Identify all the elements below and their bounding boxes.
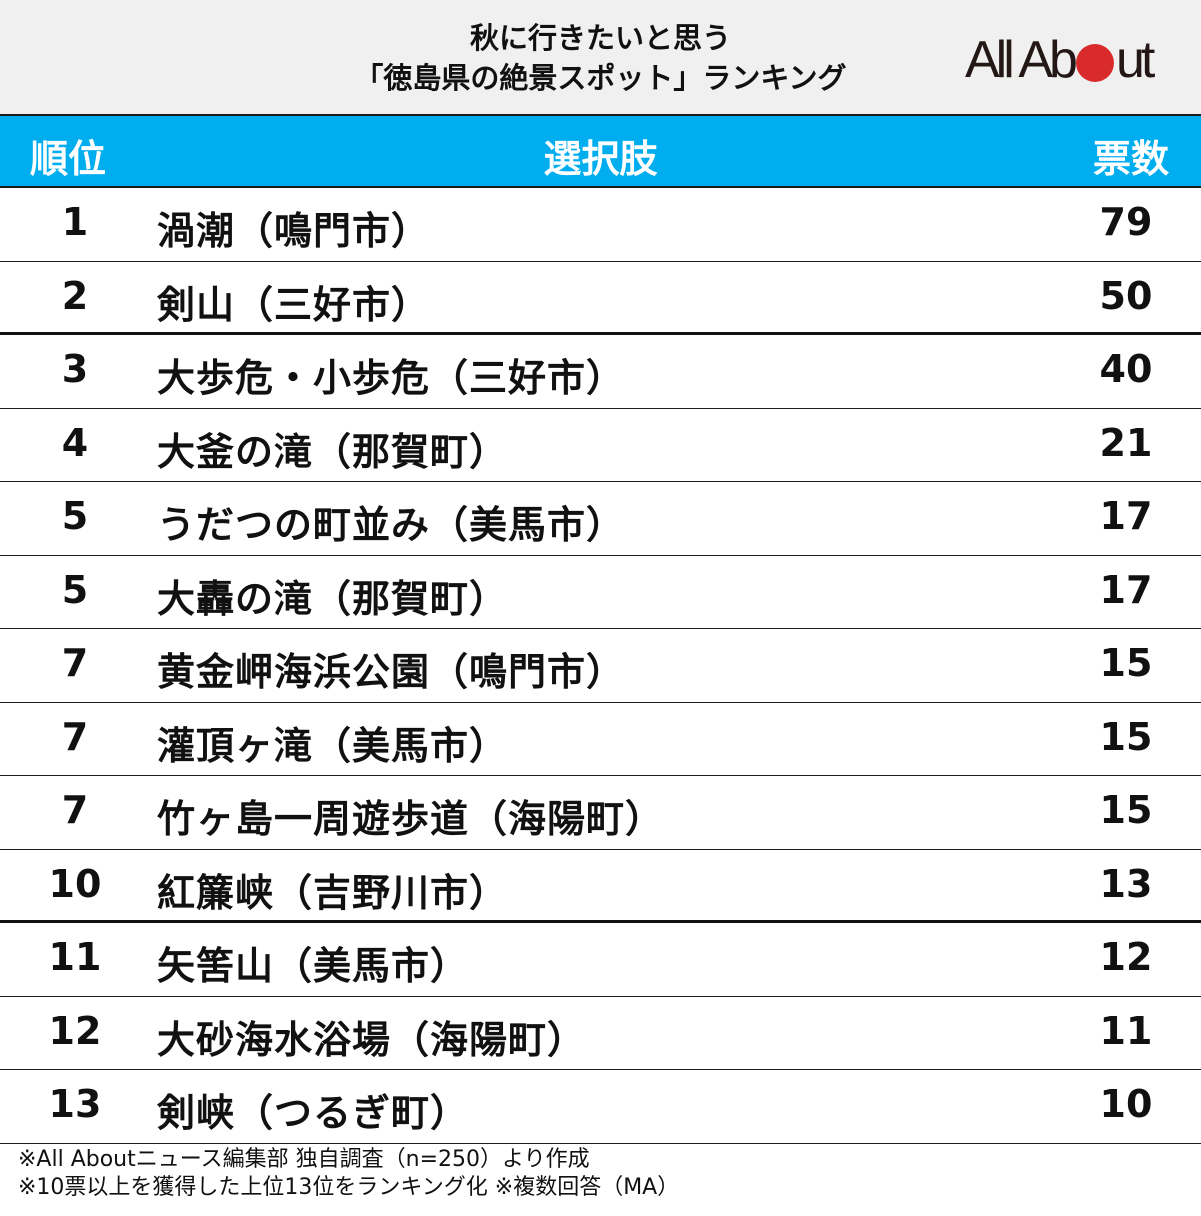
rank-cell: 5 xyxy=(61,567,89,612)
table-row: 7 灌頂ヶ滝（美馬市） 15 xyxy=(0,703,1201,776)
rank-cell: 5 xyxy=(61,494,89,538)
ranking-table-body: 1 渦潮（鳴門市） 79 2 剣山（三好市） 50 3 大歩危・小歩危（三好市）… xyxy=(0,188,1201,1144)
table-row: 3 大歩危・小歩危（三好市） 40 xyxy=(0,335,1201,409)
column-header-votes: 票数 xyxy=(1092,137,1169,181)
footnote-method: ※10票以上を獲得した上位13位をランキング化 ※複数回答（MA） xyxy=(18,1175,680,1200)
choice-cell: 大砂海水浴場（海陽町） xyxy=(157,1017,587,1062)
choice-cell: 黄金岬海浜公園（鳴門市） xyxy=(157,650,626,694)
votes-cell: 21 xyxy=(1099,420,1153,465)
title-line-1: 秋に行きたいと思う xyxy=(469,21,731,55)
rank-cell: 7 xyxy=(61,788,89,832)
table-row: 12 大砂海水浴場（海陽町） 11 xyxy=(0,997,1201,1070)
table-row: 13 剣峡（つるぎ町） 10 xyxy=(0,1070,1201,1144)
votes-cell: 11 xyxy=(1099,1008,1153,1053)
rank-cell: 13 xyxy=(48,1082,102,1126)
votes-cell: 15 xyxy=(1099,641,1153,685)
choice-cell: 大釜の滝（那賀町） xyxy=(157,429,509,474)
column-header-choice: 選択肢 xyxy=(543,137,658,181)
rank-cell: 11 xyxy=(48,935,102,979)
rank-cell: 2 xyxy=(61,273,89,318)
footnote-source: ※All Aboutニュース編集部 独自調査（n=250）より作成 xyxy=(18,1147,590,1172)
rank-cell: 10 xyxy=(48,861,102,906)
choice-cell: 剣山（三好市） xyxy=(157,282,431,327)
choice-cell: 矢筈山（美馬市） xyxy=(157,944,470,988)
rank-cell: 12 xyxy=(48,1008,102,1053)
table-row: 10 紅簾峡（吉野川市） 13 xyxy=(0,850,1201,923)
choice-cell: 渦潮（鳴門市） xyxy=(157,209,431,253)
choice-cell: 紅簾峡（吉野川市） xyxy=(157,870,509,915)
votes-cell: 15 xyxy=(1099,714,1153,759)
title-banner: 秋に行きたいと思う 「徳島県の絶景スポット」ランキング All Ab ut xyxy=(0,0,1201,114)
table-header: 順位 選択肢 票数 xyxy=(0,114,1201,188)
table-row: 7 竹ヶ島一周遊歩道（海陽町） 15 xyxy=(0,776,1201,850)
table-row: 4 大釜の滝（那賀町） 21 xyxy=(0,409,1201,482)
table-row: 7 黄金岬海浜公園（鳴門市） 15 xyxy=(0,629,1201,703)
choice-cell: 剣峡（つるぎ町） xyxy=(157,1091,470,1135)
footnotes: ※All Aboutニュース編集部 独自調査（n=250）より作成 ※10票以上… xyxy=(18,1146,679,1202)
rank-cell: 7 xyxy=(61,714,89,759)
rank-cell: 7 xyxy=(61,641,89,685)
allabout-logo: All Ab ut xyxy=(965,30,1185,86)
table-row: 5 うだつの町並み（美馬市） 17 xyxy=(0,482,1201,556)
votes-cell: 17 xyxy=(1099,494,1153,538)
table-row: 11 矢筈山（美馬市） 12 xyxy=(0,923,1201,997)
logo-red-dot-icon xyxy=(1075,44,1114,82)
choice-cell: うだつの町並み（美馬市） xyxy=(157,503,626,547)
table-row: 5 大轟の滝（那賀町） 17 xyxy=(0,556,1201,629)
votes-cell: 12 xyxy=(1099,935,1153,979)
votes-cell: 50 xyxy=(1099,273,1153,318)
votes-cell: 10 xyxy=(1099,1082,1153,1126)
rank-cell: 3 xyxy=(61,347,89,391)
table-row: 1 渦潮（鳴門市） 79 xyxy=(0,188,1201,262)
votes-cell: 15 xyxy=(1099,788,1153,832)
votes-cell: 40 xyxy=(1099,347,1153,391)
column-header-rank: 順位 xyxy=(30,137,107,181)
votes-cell: 79 xyxy=(1099,200,1153,244)
rank-cell: 1 xyxy=(61,200,89,244)
rank-cell: 4 xyxy=(61,420,89,465)
table-row: 2 剣山（三好市） 50 xyxy=(0,262,1201,335)
choice-cell: 大歩危・小歩危（三好市） xyxy=(157,356,626,400)
choice-cell: 大轟の滝（那賀町） xyxy=(157,576,509,621)
title-line-2: 「徳島県の絶景スポット」ランキング xyxy=(354,61,847,95)
logo-text-2: ut xyxy=(1115,31,1155,89)
chart-title: 秋に行きたいと思う 「徳島県の絶景スポット」ランキング xyxy=(0,18,1201,98)
logo-text-1: All Ab xyxy=(965,31,1078,89)
votes-cell: 13 xyxy=(1099,861,1153,906)
choice-cell: 灌頂ヶ滝（美馬市） xyxy=(157,723,509,768)
votes-cell: 17 xyxy=(1099,567,1153,612)
choice-cell: 竹ヶ島一周遊歩道（海陽町） xyxy=(157,797,665,841)
